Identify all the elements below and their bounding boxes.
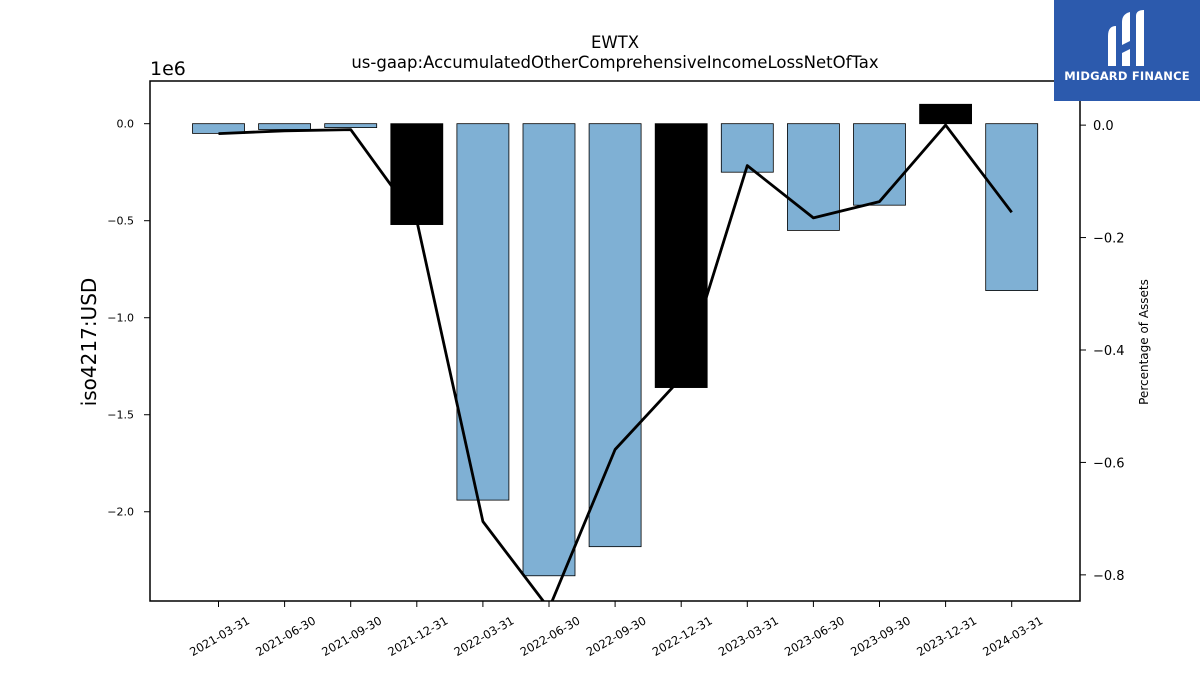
x-tick-label: 2021-03-31 <box>187 613 252 659</box>
x-tick-label: 2022-12-31 <box>650 613 715 659</box>
bar <box>985 123 1039 291</box>
y-tick-label: −2.0 <box>107 506 134 519</box>
y2-axis-label: Percentage of Assets <box>1137 279 1151 405</box>
line-series <box>218 123 1013 601</box>
x-tick-label: 2024-03-31 <box>980 613 1045 659</box>
y-axis-label: iso4217:USD <box>77 278 101 407</box>
y-tick-label: 0.0 <box>117 118 135 131</box>
x-tick-label: 2021-06-30 <box>253 613 318 659</box>
x-tick-label: 2023-06-30 <box>782 613 847 659</box>
y-tick-label: −0.5 <box>107 215 134 228</box>
bar <box>853 123 906 206</box>
y2-tick-label: −0.6 <box>1093 456 1125 471</box>
y-tick-label: −1.5 <box>107 409 134 422</box>
bar <box>654 123 708 388</box>
y2-tick-label: 0.0 <box>1093 119 1114 134</box>
midgard-logo-icon <box>1108 10 1144 66</box>
brand-logo: MIDGARD FINANCE <box>1054 0 1200 101</box>
x-tick-label: 2022-09-30 <box>584 613 649 659</box>
bars-layer <box>192 103 1039 577</box>
bar <box>720 123 774 173</box>
bar <box>390 123 444 225</box>
y2-tick-label: −0.8 <box>1093 569 1125 584</box>
x-tick-label: 2022-06-30 <box>518 613 583 659</box>
chart-subtitle: us-gaap:AccumulatedOtherComprehensiveInc… <box>351 53 879 72</box>
x-tick-label: 2023-12-31 <box>914 613 979 659</box>
x-tick-label: 2021-09-30 <box>319 613 384 659</box>
y2-tick-label: −0.4 <box>1093 344 1125 359</box>
y2-tick-label: −0.2 <box>1093 232 1125 247</box>
bar <box>522 123 576 577</box>
bar <box>258 123 312 130</box>
bar <box>324 123 378 128</box>
x-tick-label: 2023-03-31 <box>716 613 781 659</box>
line-layer <box>218 123 1013 601</box>
chart-title: EWTX <box>591 33 639 52</box>
y-tick-label: −1.0 <box>107 312 134 325</box>
logo-text: MIDGARD FINANCE <box>1064 69 1190 83</box>
x-tick-label: 2022-03-31 <box>452 613 517 659</box>
bar <box>588 123 642 548</box>
x-tick-label: 2023-09-30 <box>848 613 913 659</box>
y-offset-label: 1e6 <box>150 58 186 80</box>
x-tick-label: 2021-12-31 <box>385 613 450 659</box>
bar <box>919 103 972 125</box>
